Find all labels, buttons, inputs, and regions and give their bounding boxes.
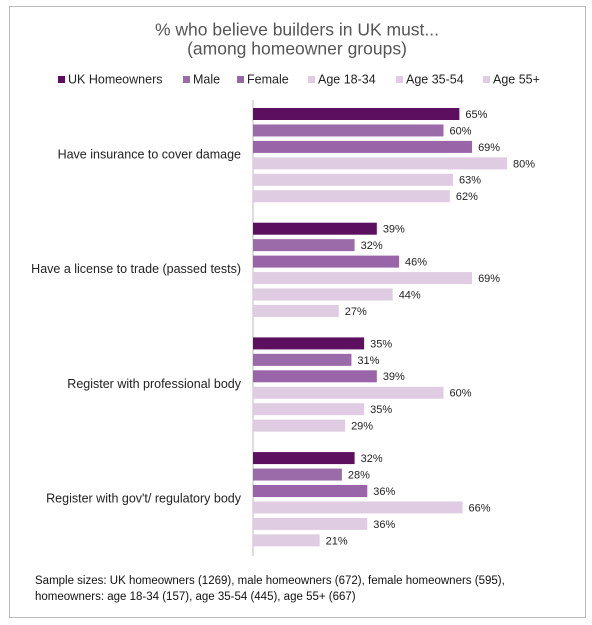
bar (253, 403, 365, 416)
bar (253, 272, 473, 285)
chart-subtitle: (among homeowner groups) (187, 39, 407, 59)
bar (253, 468, 342, 481)
value-label: 31% (357, 355, 379, 367)
value-label: 28% (348, 469, 370, 481)
bar (253, 140, 473, 153)
legend-swatch (483, 76, 490, 83)
value-label: 46% (405, 257, 427, 269)
legend-label: Female (247, 72, 289, 86)
bar (253, 288, 393, 301)
legend-label: Male (193, 72, 220, 86)
bar (253, 485, 368, 497)
bar (253, 173, 454, 186)
chart-border (9, 6, 586, 618)
footnote: Sample sizes: UK homeowners (1269), male… (35, 575, 505, 603)
legend-swatch (183, 76, 190, 83)
bar (253, 337, 365, 350)
bar (253, 222, 377, 235)
value-label: 21% (326, 535, 348, 547)
bar (253, 239, 355, 252)
value-label: 36% (373, 486, 395, 498)
bar (253, 255, 400, 268)
legend-label: Age 35-54 (406, 72, 464, 86)
bar (253, 353, 352, 366)
legend-label: UK Homeowners (68, 72, 162, 86)
bar (253, 108, 460, 120)
legend-swatch (308, 76, 315, 83)
category-label: Have insurance to cover damage (58, 147, 241, 161)
value-label: 66% (469, 502, 491, 514)
value-label: 44% (399, 289, 421, 301)
category-label: Register with professional body (67, 377, 241, 391)
bar (253, 534, 320, 547)
value-label: 35% (370, 404, 392, 416)
value-label: 36% (373, 519, 395, 531)
bar (253, 452, 355, 465)
value-label: 80% (513, 158, 535, 170)
bar (253, 304, 339, 317)
value-label: 32% (361, 453, 383, 465)
value-label: 62% (456, 191, 478, 203)
value-label: 39% (383, 224, 405, 236)
value-label: 63% (459, 175, 481, 187)
bar (253, 190, 450, 203)
value-label: 27% (345, 306, 367, 318)
value-label: 65% (465, 109, 487, 121)
legend-swatch (237, 76, 244, 83)
value-label: 32% (361, 240, 383, 252)
legend-label: Age 18-34 (318, 72, 376, 86)
bar (253, 124, 444, 137)
bar (253, 517, 368, 530)
category-label: Register with gov't/ regulatory body (46, 492, 242, 506)
value-label: 60% (450, 388, 472, 400)
bar (253, 419, 346, 432)
legend-label: Age 55+ (493, 72, 540, 86)
value-label: 69% (478, 273, 500, 285)
value-label: 39% (383, 371, 405, 383)
legend-swatch (58, 76, 65, 83)
value-label: 35% (370, 338, 392, 350)
value-label: 29% (351, 421, 373, 433)
legend-swatch (396, 76, 403, 83)
chart-title: % who believe builders in UK must... (155, 20, 439, 40)
category-label: Have a license to trade (passed tests) (31, 262, 241, 276)
bar (253, 157, 507, 170)
value-label: 60% (450, 125, 472, 137)
bar (253, 370, 377, 383)
bar (253, 386, 444, 399)
value-label: 69% (478, 142, 500, 154)
bar (253, 501, 463, 514)
